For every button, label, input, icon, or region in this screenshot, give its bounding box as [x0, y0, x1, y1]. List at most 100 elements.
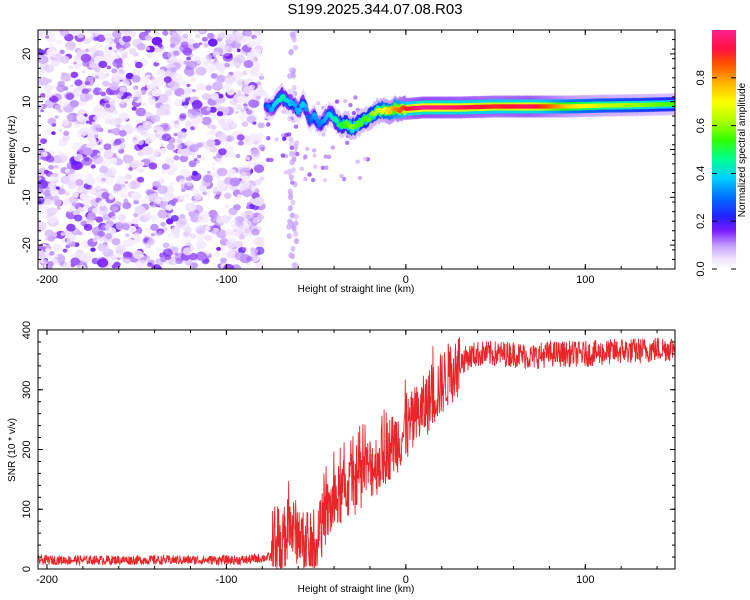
noise-speckle [102, 80, 110, 87]
noise-speckle [49, 251, 55, 256]
noise-speckle [357, 175, 363, 181]
noise-speckle [168, 81, 180, 91]
noise-speckle [207, 170, 211, 174]
noise-speckle [183, 87, 193, 95]
noise-speckle [229, 186, 236, 191]
noise-speckle [236, 48, 241, 53]
noise-speckle [145, 140, 149, 144]
noise-speckle [134, 205, 146, 215]
noise-speckle [125, 233, 130, 238]
noise-speckle [180, 168, 191, 178]
noise-speckle [174, 252, 179, 256]
noise-speckle [143, 227, 149, 232]
noise-speckle [206, 132, 210, 136]
noise-speckle [265, 157, 271, 163]
noise-speckle [191, 100, 203, 109]
noise-speckle [218, 160, 223, 165]
noise-speckle [131, 106, 137, 111]
noise-speckle [224, 74, 235, 84]
noise-speckle [235, 220, 244, 227]
noise-speckle [244, 228, 251, 234]
noise-speckle [113, 184, 122, 192]
noise-speckle [196, 83, 206, 92]
noise-speckle [100, 91, 107, 97]
noise-speckle [83, 147, 93, 156]
noise-speckle [62, 119, 70, 126]
noise-speckle [192, 170, 198, 176]
noise-speckle [312, 153, 317, 158]
noise-speckle [92, 207, 101, 215]
x-tick-label: -200 [36, 274, 58, 286]
noise-speckle [201, 116, 212, 126]
noise-speckle [80, 53, 92, 63]
noise-speckle [96, 34, 106, 43]
noise-speckle [173, 50, 180, 56]
noise-speckle [305, 146, 310, 152]
noise-speckle [289, 145, 294, 150]
noise-speckle [64, 168, 70, 173]
noise-speckle [78, 264, 86, 269]
noise-speckle [238, 234, 246, 240]
noise-speckle [98, 44, 103, 48]
noise-speckle [173, 155, 180, 161]
noise-speckle [119, 100, 126, 105]
noise-speckle [122, 201, 132, 210]
noise-speckle [246, 205, 250, 209]
noise-speckle [217, 32, 226, 39]
noise-speckle [157, 43, 163, 48]
y-tick-label: -10 [21, 189, 33, 205]
noise-speckle [153, 30, 158, 35]
noise-speckle [162, 242, 170, 248]
noise-speckle [164, 89, 173, 97]
noise-speckle [70, 257, 81, 266]
noise-speckle [173, 99, 183, 107]
noise-speckle [131, 138, 140, 145]
noise-speckle [71, 202, 77, 207]
y-tick-label: 200 [21, 440, 33, 458]
noise-speckle [55, 39, 63, 46]
noise-speckle [51, 131, 56, 135]
noise-speckle [190, 262, 198, 269]
noise-speckle [294, 238, 299, 245]
noise-speckle [142, 214, 152, 222]
noise-speckle [106, 65, 112, 70]
noise-speckle [286, 233, 292, 240]
noise-speckle [145, 46, 151, 51]
noise-speckle [195, 66, 207, 76]
noise-speckle [43, 198, 52, 206]
noise-speckle [142, 146, 154, 156]
noise-speckle [112, 30, 122, 39]
noise-speckle [192, 42, 200, 49]
noise-speckle [187, 109, 199, 119]
noise-speckle [122, 154, 134, 164]
noise-speckle [54, 254, 59, 258]
noise-speckle [259, 176, 265, 181]
noise-speckle [197, 238, 204, 244]
noise-speckle [123, 51, 129, 56]
noise-speckle [54, 104, 61, 110]
noise-speckle [312, 148, 317, 153]
noise-speckle [161, 169, 167, 174]
noise-speckle [212, 81, 223, 91]
noise-speckle [209, 129, 217, 136]
noise-speckle [334, 99, 340, 104]
noise-speckle [156, 107, 167, 116]
noise-speckle [44, 129, 51, 135]
noise-speckle [243, 225, 248, 229]
noise-speckle [38, 55, 49, 65]
noise-speckle [210, 166, 216, 171]
noise-speckle [313, 164, 318, 169]
noise-speckle [188, 160, 197, 168]
colorbar-tick-label: 0.8 [695, 70, 707, 85]
noise-speckle [177, 131, 187, 139]
noise-speckle [165, 99, 172, 105]
noise-speckle [145, 123, 150, 128]
noise-speckle [215, 75, 225, 84]
noise-speckle [143, 102, 147, 106]
noise-speckle [151, 88, 162, 97]
noise-speckle [38, 179, 48, 189]
noise-speckle [239, 183, 249, 191]
noise-speckle [155, 59, 160, 64]
noise-speckle [205, 85, 213, 91]
ridge-cell [270, 106, 275, 112]
